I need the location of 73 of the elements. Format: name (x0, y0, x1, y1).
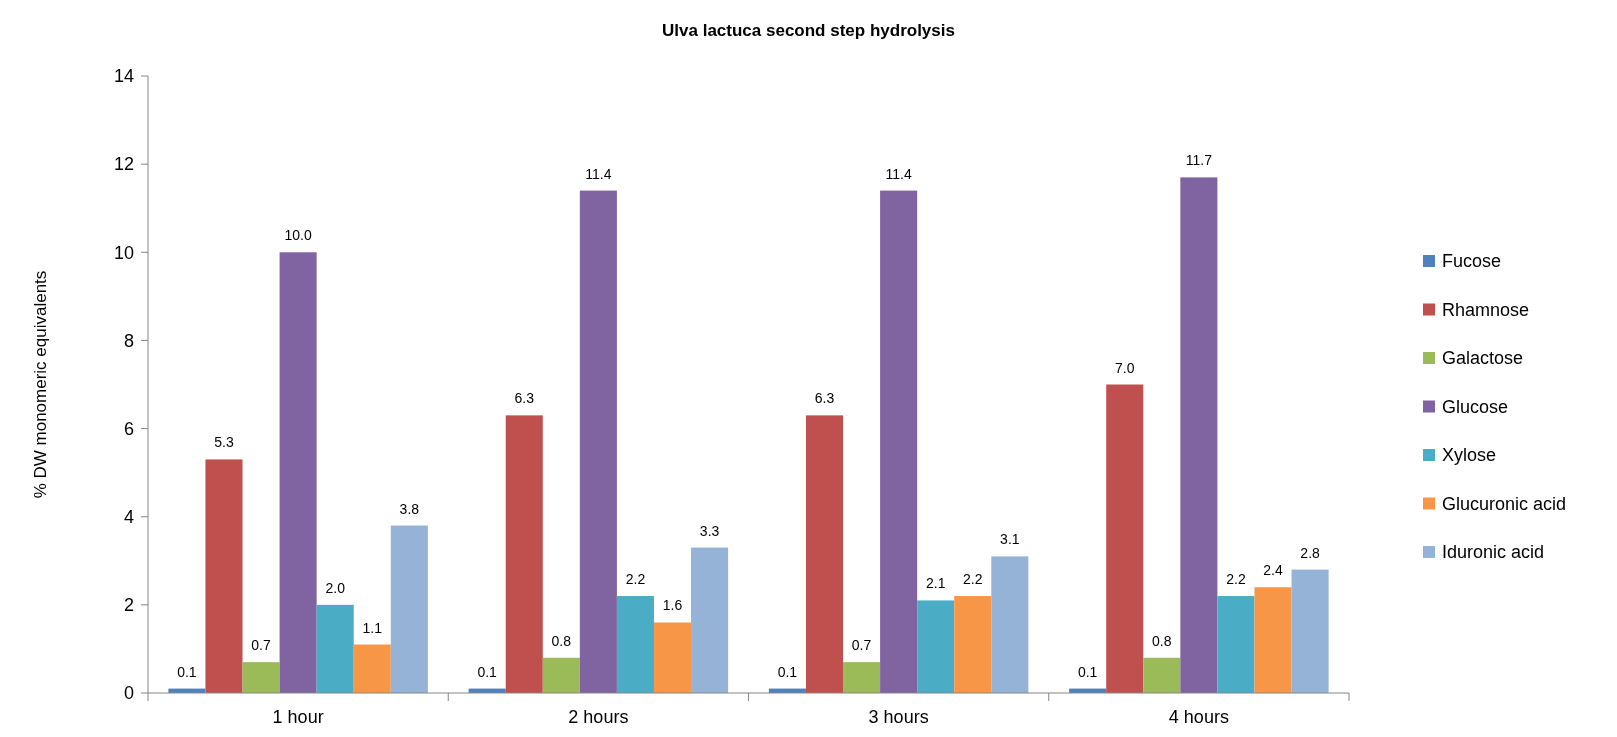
x-tick-label: 4 hours (1168, 707, 1229, 727)
data-label: 0.8 (551, 632, 572, 649)
data-label: 6.3 (514, 390, 535, 407)
y-tick-label: 0 (123, 683, 134, 704)
x-tick-label: 3 hours (868, 707, 929, 727)
bar (691, 547, 729, 693)
y-tick-label: 10 (113, 242, 134, 263)
data-label: 2.1 (925, 575, 946, 592)
data-label: 6.3 (814, 390, 835, 407)
bar (1180, 177, 1218, 693)
data-label: 2.0 (325, 579, 346, 596)
bar (579, 190, 617, 693)
bar (954, 596, 992, 693)
data-label: 0.1 (477, 663, 498, 680)
data-label: 2.2 (625, 571, 646, 588)
bar (542, 657, 580, 693)
legend-label: Galactose (1442, 348, 1524, 369)
bar (616, 596, 654, 693)
bar (917, 600, 955, 693)
bar (505, 415, 543, 693)
bar (1254, 587, 1292, 693)
data-label: 1.6 (662, 597, 683, 614)
legend-label: Fucose (1442, 251, 1502, 272)
bar (653, 622, 692, 693)
data-label: 2.8 (1300, 544, 1321, 561)
bar (353, 644, 391, 693)
bar (205, 459, 243, 693)
legend-label: Rhamnose (1442, 299, 1530, 320)
y-tick-label: 12 (113, 154, 134, 175)
x-tick-label: 1 hour (272, 707, 324, 727)
legend-label: Iduronic acid (1442, 542, 1545, 563)
data-label: 3.8 (399, 500, 420, 517)
bar (316, 604, 354, 693)
bar (1106, 384, 1144, 693)
y-tick-label: 14 (113, 66, 134, 87)
data-label: 10.0 (284, 227, 312, 244)
bar (279, 252, 317, 693)
data-label: 0.1 (177, 663, 197, 680)
data-label: 2.4 (1263, 562, 1283, 579)
bar (843, 662, 881, 693)
y-axis-title: % DW monomeric equivalents (31, 270, 50, 499)
data-label: 0.7 (251, 637, 271, 654)
chart-title: Ulva lactuca second step hydrolysis (662, 21, 955, 40)
bar (242, 662, 280, 693)
data-label: 3.1 (1000, 531, 1020, 548)
legend-label: Glucuronic acid (1442, 493, 1567, 514)
data-label: 11.4 (585, 165, 612, 182)
data-label: 0.1 (1077, 663, 1098, 680)
bar (1291, 569, 1329, 693)
data-label: 3.3 (699, 522, 720, 539)
bar (390, 525, 428, 693)
legend-label: Xylose (1442, 445, 1497, 466)
data-label: 0.7 (851, 637, 872, 654)
y-tick-label: 8 (123, 330, 134, 351)
bar (1217, 596, 1255, 693)
x-tick-label: 2 hours (568, 707, 629, 727)
data-label: 7.0 (1115, 359, 1135, 376)
bar (880, 190, 918, 693)
data-label: 2.2 (963, 571, 983, 588)
data-label: 0.8 (1152, 632, 1172, 649)
y-tick-label: 2 (123, 595, 134, 616)
bar (991, 556, 1029, 693)
bar (1143, 657, 1181, 693)
bar (805, 415, 844, 693)
y-tick-label: 6 (123, 418, 134, 439)
data-label: 2.2 (1226, 571, 1246, 588)
y-tick-label: 4 (123, 507, 134, 528)
data-label: 5.3 (214, 434, 234, 451)
data-label: 11.4 (885, 165, 912, 182)
data-label: 11.7 (1185, 152, 1213, 169)
legend-label: Glucose (1442, 396, 1509, 417)
data-label: 0.1 (777, 663, 798, 680)
data-label: 1.1 (362, 619, 383, 636)
